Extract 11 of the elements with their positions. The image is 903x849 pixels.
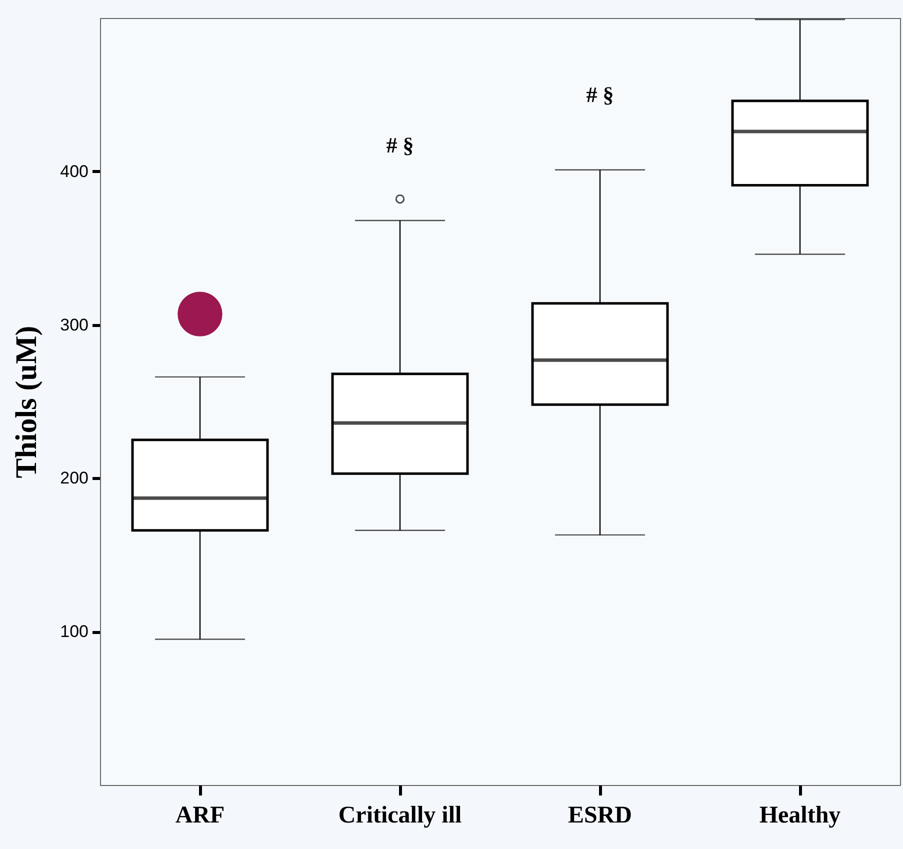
y-tick-label: 400 <box>60 162 88 181</box>
x-tick-label: ARF <box>175 802 225 828</box>
y-tick-label: 300 <box>60 315 88 334</box>
annotation: # § <box>586 82 614 107</box>
y-axis-title: Thiols (uM) <box>10 326 44 478</box>
x-tick-label: ESRD <box>568 802 632 828</box>
annotation: # § <box>386 132 414 158</box>
x-tick-label: Critically ill <box>338 802 462 828</box>
y-tick-label: 200 <box>60 468 88 488</box>
x-tick-label: Healthy <box>759 802 841 828</box>
y-tick-label: 100 <box>60 622 88 642</box>
